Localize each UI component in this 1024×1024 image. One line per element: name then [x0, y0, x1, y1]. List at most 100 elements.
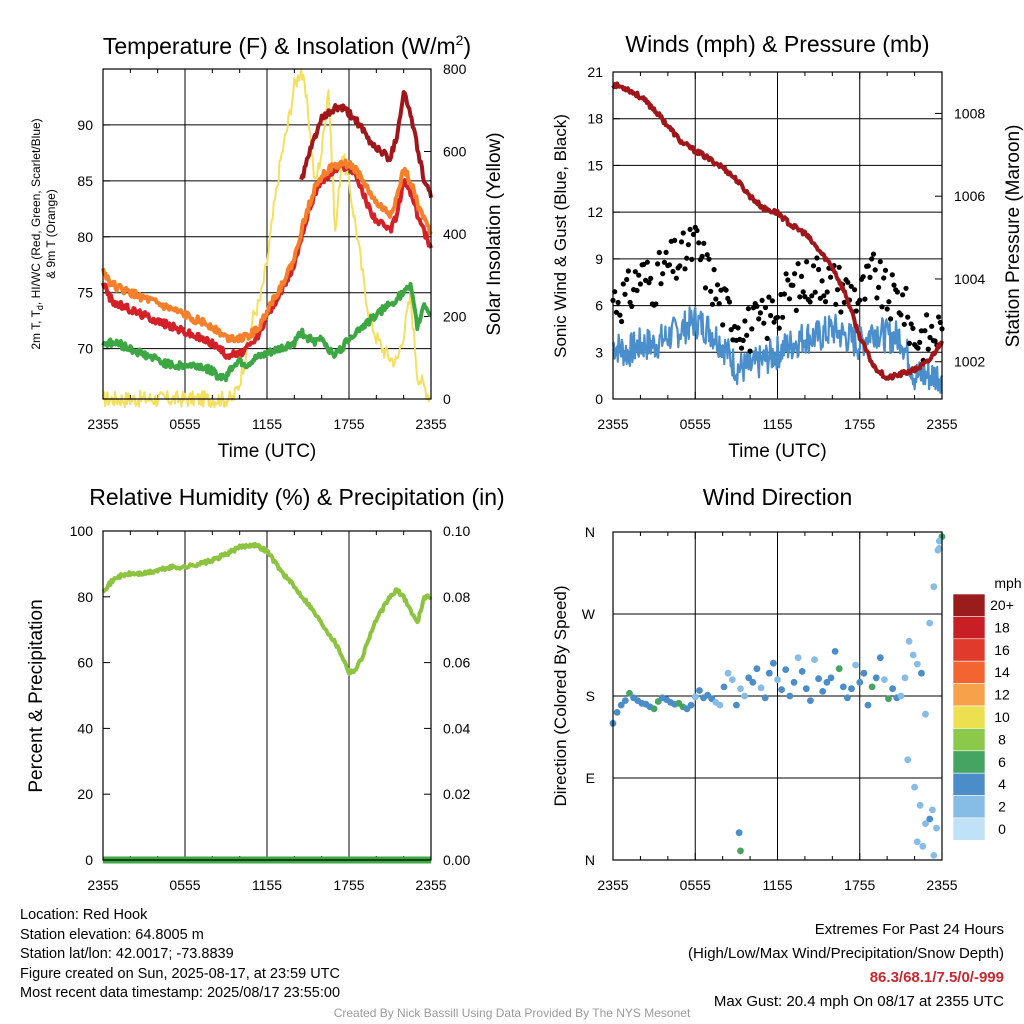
gust-point	[852, 287, 858, 293]
gust-point	[810, 263, 817, 269]
gust-point	[877, 259, 883, 265]
direction-point	[650, 705, 658, 713]
gust-point	[678, 239, 685, 245]
legend-swatch	[952, 638, 986, 662]
gust-point	[894, 289, 901, 295]
gust-point	[680, 230, 686, 236]
gust-point	[870, 251, 877, 257]
direction-point	[613, 709, 621, 716]
gust-point	[720, 322, 726, 328]
gust-point	[822, 299, 829, 305]
direction-point	[617, 701, 625, 709]
y-tick-label: 0	[85, 852, 93, 868]
gust-point	[860, 274, 866, 280]
legend-swatch	[952, 660, 986, 684]
legend-title: mph	[994, 575, 1021, 591]
gust-point	[756, 316, 762, 322]
y-tick-label: 85	[77, 173, 93, 189]
y-tick-label: E	[586, 770, 595, 786]
y-tick-label: N	[585, 852, 595, 868]
legend-label: 0	[998, 821, 1006, 837]
gust-point	[653, 301, 659, 307]
y-tick-label: 80	[77, 229, 93, 245]
x-tick-label: 1755	[333, 877, 364, 893]
chart-title: Winds (mph) & Pressure (mb)	[625, 31, 929, 57]
x-tick-label: 2355	[926, 416, 957, 432]
y-tick-label: 21	[587, 64, 603, 80]
gust-point	[644, 259, 650, 265]
gust-point	[740, 337, 746, 343]
gust-point	[790, 282, 796, 288]
direction-point	[926, 619, 934, 627]
y2-axis-label: Solar Insolation (Yellow)	[484, 132, 505, 335]
chart-title-main: Temperature (F) & Insolation (W/m	[103, 33, 456, 59]
y-tick-label: 40	[77, 720, 93, 736]
direction-point	[930, 852, 938, 859]
gust-point	[687, 226, 693, 232]
y-tick-label: 70	[77, 341, 93, 357]
gust-point	[814, 255, 820, 261]
legend-swatch	[952, 817, 986, 841]
gust-point	[677, 263, 683, 269]
legend-swatch	[952, 616, 986, 640]
y2-tick-label: 600	[443, 144, 467, 160]
gust-point	[762, 304, 769, 311]
direction-point	[844, 694, 851, 702]
x-axis-label: Time (UTC)	[728, 441, 827, 462]
x-tick-label: 1155	[252, 416, 282, 432]
gust-point	[783, 271, 789, 277]
gust-point	[764, 335, 770, 341]
gust-point	[925, 346, 931, 352]
created-text: Figure created on Sun, 2025-08-17, at 23…	[20, 965, 340, 982]
plot-border	[612, 531, 943, 861]
direction-point	[823, 678, 831, 686]
gust-point	[869, 256, 875, 262]
y2-tick-label: 0	[443, 391, 451, 407]
legend-label: 6	[998, 754, 1006, 770]
y-tick-label: 15	[587, 157, 603, 173]
direction-point	[848, 685, 855, 693]
gust-point	[927, 334, 933, 341]
direction-point	[922, 710, 929, 718]
direction-point	[909, 651, 917, 659]
humidity-panel: 0 20 40 60 80 100 0.00 0.02 0.04 0.06 0.08 0.10 2355…	[26, 484, 505, 893]
direction-point	[737, 685, 744, 693]
legend-swatch	[952, 772, 986, 796]
gust-point	[936, 314, 942, 320]
direction-point	[913, 660, 921, 668]
legend-swatch	[952, 750, 986, 774]
gust-point	[922, 328, 928, 334]
gust-point	[701, 240, 707, 246]
direction-point	[811, 656, 818, 663]
gust-point	[804, 259, 810, 265]
direction-point	[790, 678, 798, 686]
series-line-hi-wc	[299, 90, 433, 198]
y2-tick-label: 200	[443, 309, 467, 325]
gust-point	[694, 227, 700, 234]
gust-point	[696, 240, 702, 246]
y-tick-label: 20	[77, 786, 93, 802]
direction-point	[827, 674, 835, 682]
gust-point	[824, 289, 830, 295]
max-gust-text: Max Gust: 20.4 mph On 08/17 at 2355 UTC	[713, 993, 1004, 1010]
gust-point	[769, 298, 776, 304]
series-line-station-pressure	[611, 81, 944, 381]
y-tick-label: S	[586, 688, 595, 704]
direction-point	[839, 683, 847, 691]
gust-point	[761, 320, 767, 326]
gust-point	[636, 272, 642, 278]
gust-point	[872, 267, 878, 273]
plot-border	[102, 530, 432, 861]
gust-point	[845, 279, 851, 285]
y-axis-label-part: , HI/WC (Red, Green, Scarlet/Blue)	[29, 118, 43, 305]
gust-point	[625, 268, 632, 274]
gust-point	[886, 299, 892, 305]
gust-point	[903, 285, 909, 291]
legend-swatch	[952, 705, 986, 729]
direction-point	[765, 669, 773, 677]
x-tick-label: 2355	[87, 877, 118, 893]
y-axis-label: Direction (Colored By Speed)	[551, 585, 570, 806]
direction-point	[919, 842, 927, 850]
legend-swatch	[952, 683, 986, 707]
